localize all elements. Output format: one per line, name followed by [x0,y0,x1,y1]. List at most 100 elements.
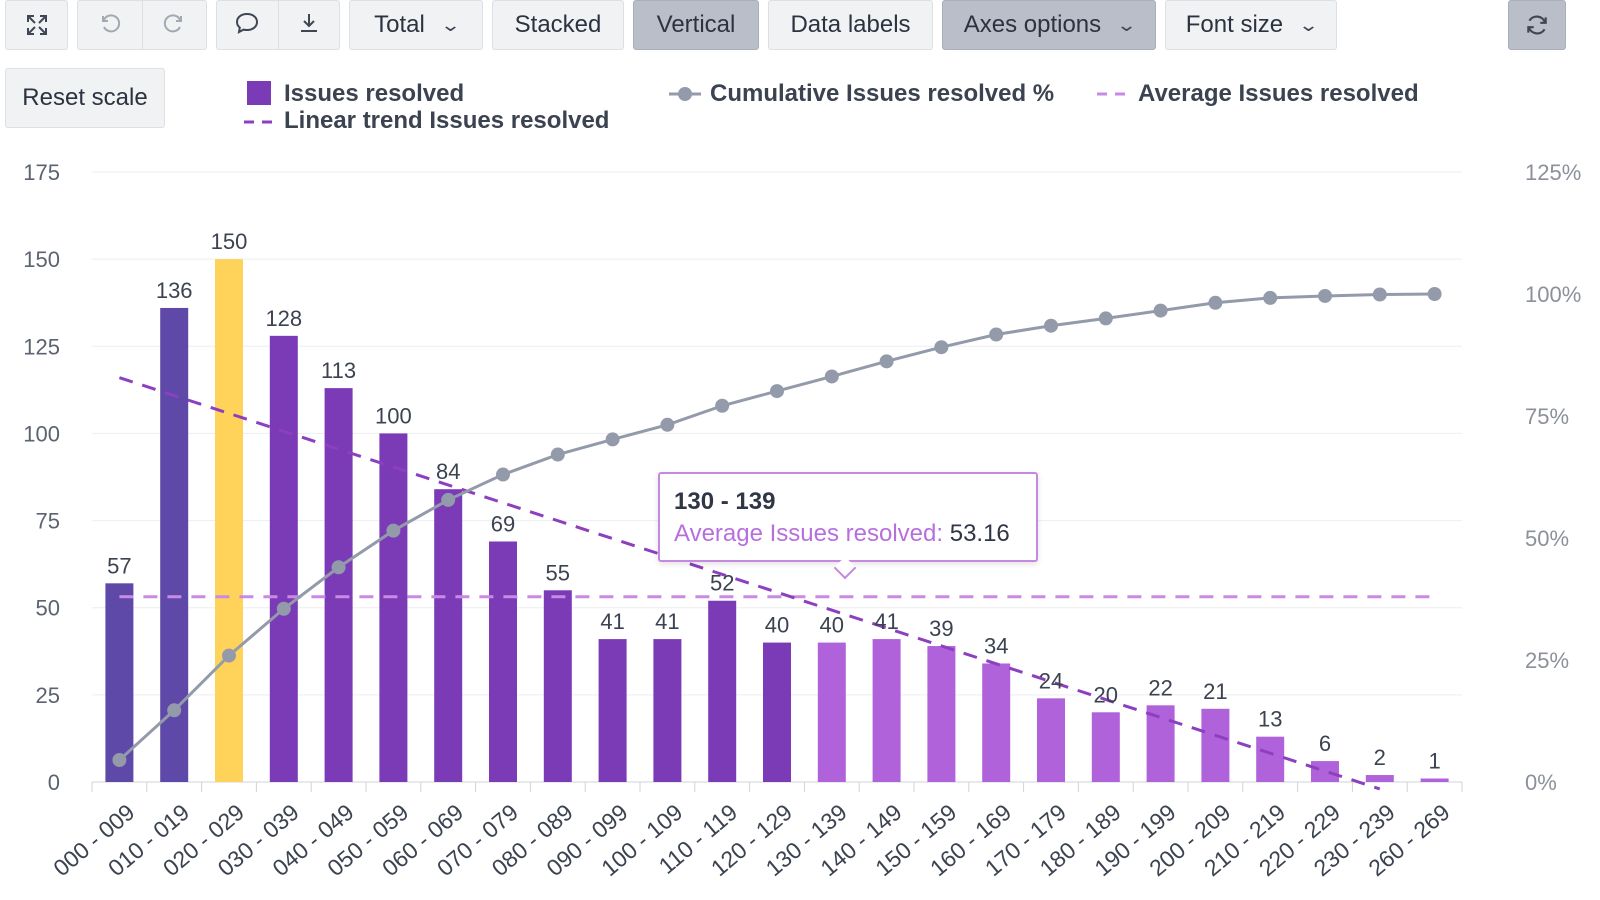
bar [543,590,572,782]
bar [1146,705,1175,782]
data-label: 41 [874,609,898,634]
data-labels-button[interactable]: Data labels [768,0,933,50]
legend-average-marker [1097,92,1131,96]
vertical-button[interactable]: Vertical [633,0,759,50]
cumulative-point [441,492,456,507]
comment-icon [234,11,260,40]
bar [1311,761,1339,782]
y-tick-label: 175 [23,160,60,185]
data-label: 24 [1039,668,1063,693]
font-size-label: Font size [1185,11,1284,38]
data-label: 20 [1094,682,1118,707]
tooltip-value: 53.16 [949,520,1010,547]
data-label: 40 [820,613,844,638]
cumulative-point [112,753,127,768]
download-button[interactable] [277,1,340,49]
bar [1037,698,1065,782]
bar [598,639,627,782]
bar [1420,778,1449,782]
expand-icon [25,13,49,37]
cumulative-point [550,447,565,462]
cumulative-point [496,467,510,482]
legend-bars-label[interactable]: Issues resolved [284,80,465,107]
fullscreen-button[interactable] [5,0,68,50]
bar [1201,708,1230,782]
data-label: 21 [1203,679,1227,704]
total-label: Total [374,11,425,38]
reset-scale-label: Reset scale [22,84,148,111]
cumulative-point [222,648,236,663]
data-label: 113 [321,358,356,383]
refresh-icon [1524,12,1550,38]
data-label: 150 [211,229,248,254]
legend-average-label[interactable]: Average Issues resolved [1138,80,1419,107]
bar [982,663,1011,782]
data-label: 100 [375,403,412,428]
legend-cumulative-label[interactable]: Cumulative Issues resolved % [710,80,1055,107]
trend-line [118,376,1381,791]
bar [872,639,901,782]
data-label: 40 [765,613,789,638]
data-labels-label: Data labels [790,11,911,38]
data-label: 57 [107,553,131,578]
bar [489,541,517,782]
y2-tick-label: 125% [1525,160,1581,185]
chart-tooltip: 130 - 139 Average Issues resolved: 53.16 [658,472,1038,562]
data-label: 13 [1258,707,1282,732]
cumulative-point [879,354,894,369]
stacked-button[interactable]: Stacked [492,0,624,50]
cumulative-point [989,327,1004,342]
legend-bars-swatch [247,81,271,105]
bar [927,646,956,782]
font-size-dropdown[interactable]: Font size ⌄ [1165,0,1337,50]
bar [1256,736,1285,782]
data-label: 1 [1428,749,1440,774]
legend-trend-label[interactable]: Linear trend Issues resolved [284,107,610,134]
data-label: 41 [655,609,679,634]
right-axis-ticks: 0% 25% 50% 75% 100% 125% [1525,160,1581,795]
tooltip-title: 130 - 139 [674,488,776,515]
data-label: 6 [1319,731,1331,756]
cumulative-point [1318,288,1332,303]
data-label: 39 [929,616,953,641]
y-tick-label: 75 [36,509,60,534]
data-label: 2 [1374,745,1386,770]
axes-options-label: Axes options [963,11,1102,38]
cumulative-point [605,432,620,447]
total-dropdown[interactable]: Total ⌄ [349,0,483,50]
cumulative-point [934,340,949,355]
data-label: 55 [546,560,570,585]
cumulative-point [1098,311,1113,326]
bar [434,489,463,782]
cumulative-series [112,287,1442,768]
comment-button[interactable] [217,1,278,49]
actions-group [216,0,340,50]
cumulative-point [1372,287,1387,302]
data-label: 84 [436,459,460,484]
data-label: 41 [600,609,624,634]
y2-tick-label: 0% [1525,770,1557,795]
cumulative-point [386,523,401,538]
chevron-down-icon: ⌄ [1116,14,1138,35]
cumulative-point [331,560,346,575]
bar-series [105,259,1449,783]
cumulative-point [167,703,182,718]
bar [215,259,243,783]
cumulative-point [660,417,675,432]
redo-button[interactable] [141,1,207,49]
cumulative-point [715,398,730,413]
refresh-button[interactable] [1508,0,1566,50]
axes-options-dropdown[interactable]: Axes options ⌄ [942,0,1156,50]
download-icon [297,11,321,40]
bar [817,642,846,782]
reset-scale-button[interactable]: Reset scale [5,68,165,128]
y2-tick-label: 100% [1525,282,1581,307]
cumulative-point [276,601,291,616]
undo-button[interactable] [78,1,142,49]
trend-line-path [118,376,1381,791]
data-label: 52 [710,571,734,596]
cumulative-point [824,369,839,384]
